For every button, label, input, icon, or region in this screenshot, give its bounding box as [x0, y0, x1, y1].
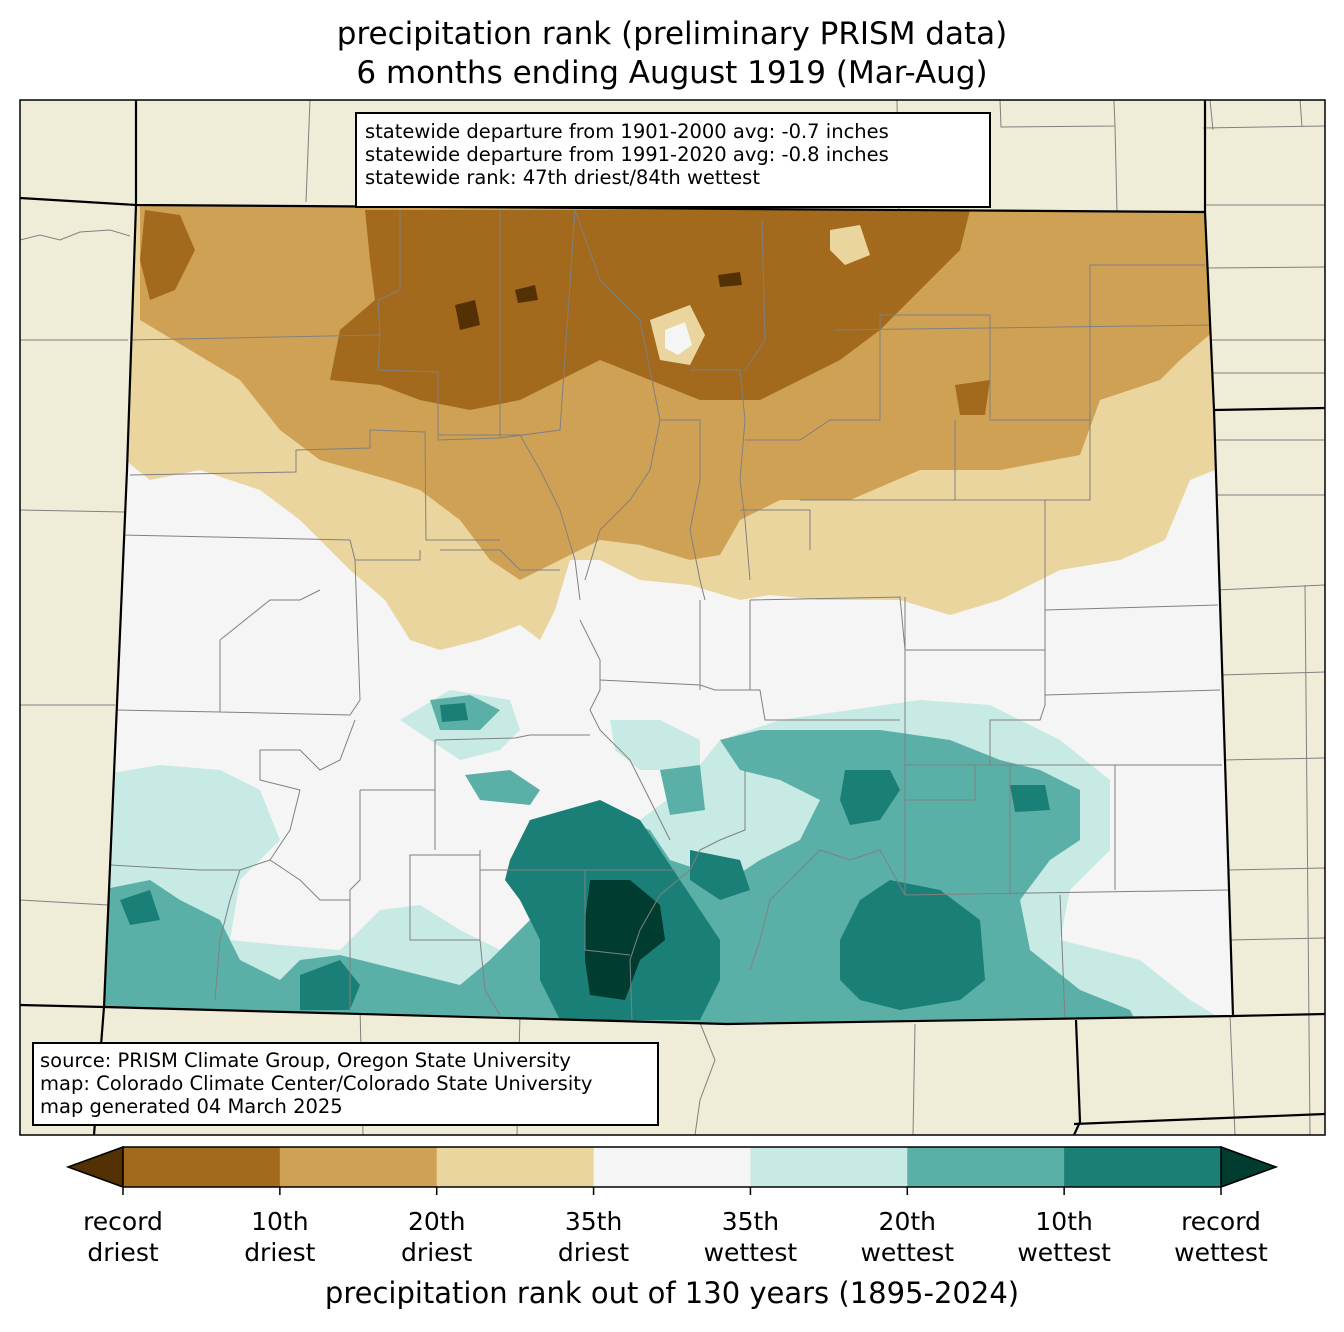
tick-label-rank: 35th — [564, 1207, 623, 1236]
colorbar-bin — [123, 1147, 281, 1187]
colorado-county-lines — [109, 209, 1229, 1021]
tick-label-rank: 10th — [1035, 1207, 1093, 1236]
neighbor-county-lines — [20, 100, 1325, 1135]
stats-statewide-rank: statewide rank: 47th driest/84th wettest — [365, 166, 760, 189]
tick-label-kind: driest — [87, 1238, 159, 1267]
region-record-driest — [455, 300, 480, 330]
map-credit-line: map: Colorado Climate Center/Colorado St… — [40, 1072, 593, 1095]
colorbar-over-arrow — [1220, 1145, 1279, 1189]
tick-label-kind: wettest — [703, 1238, 798, 1267]
source-line: source: PRISM Climate Group, Oregon Stat… — [40, 1049, 571, 1072]
stats-departure-1901-2000: statewide departure from 1901-2000 avg: … — [365, 120, 889, 143]
colorbar-tick-label: 20th wettest — [837, 1206, 977, 1268]
tick-label-kind: driest — [557, 1238, 630, 1267]
tick-label-rank: record — [83, 1207, 163, 1236]
colorbar-outline — [122, 1146, 1222, 1188]
colorbar-tick-label: record driest — [53, 1206, 193, 1268]
colorbar-bin — [279, 1147, 438, 1187]
tick-label-kind: wettest — [1174, 1238, 1268, 1267]
tick-label-rank: 35th — [721, 1207, 780, 1236]
tick-label-kind: driest — [401, 1238, 473, 1267]
colorbar-tick-label: 35th wettest — [680, 1206, 820, 1268]
precipitation-rank-regions — [104, 205, 1233, 1024]
colorbar-bin — [593, 1147, 751, 1187]
map-title-line2: 6 months ending August 1919 (Mar-Aug) — [356, 55, 988, 91]
map-frame — [19, 99, 1326, 1136]
colorbar-bin — [907, 1147, 1065, 1187]
colorbar-label: precipitation rank out of 130 years (189… — [324, 1276, 1020, 1310]
tick-label-rank: 20th — [407, 1207, 466, 1236]
colorbar-tick-label: 20th driest — [367, 1206, 507, 1268]
tick-label-kind: wettest — [860, 1238, 955, 1267]
map-generated-line: map generated 04 March 2025 — [40, 1095, 343, 1118]
tick-label-rank: record — [1181, 1207, 1261, 1236]
colorbar-tick-label: 10th wettest — [994, 1206, 1134, 1268]
colorbar-bin — [750, 1147, 908, 1187]
statewide-stats-box: statewide departure from 1901-2000 avg: … — [355, 112, 991, 208]
colorbar-tick-label: 35th driest — [524, 1206, 664, 1268]
tick-label-kind: wettest — [1017, 1238, 1111, 1267]
colorbar-tick-label: 10th driest — [210, 1206, 350, 1268]
colorbar-under-arrow — [65, 1145, 124, 1189]
region-record-wettest — [585, 880, 665, 1000]
region-10th-driest — [330, 210, 970, 410]
tick-label-kind: driest — [244, 1238, 316, 1267]
tick-label-rank: 10th — [251, 1207, 309, 1236]
stats-departure-1991-2020: statewide departure from 1991-2020 avg: … — [365, 143, 889, 166]
colorbar — [65, 1145, 1279, 1195]
tick-label-rank: 20th — [878, 1207, 937, 1236]
colorbar-bin — [436, 1147, 595, 1187]
source-credit-box: source: PRISM Climate Group, Oregon Stat… — [32, 1042, 659, 1126]
colorbar-bin — [1064, 1147, 1222, 1187]
colorbar-tick-label: record wettest — [1151, 1206, 1291, 1268]
map-title-line1: precipitation rank (preliminary PRISM da… — [336, 16, 1008, 52]
